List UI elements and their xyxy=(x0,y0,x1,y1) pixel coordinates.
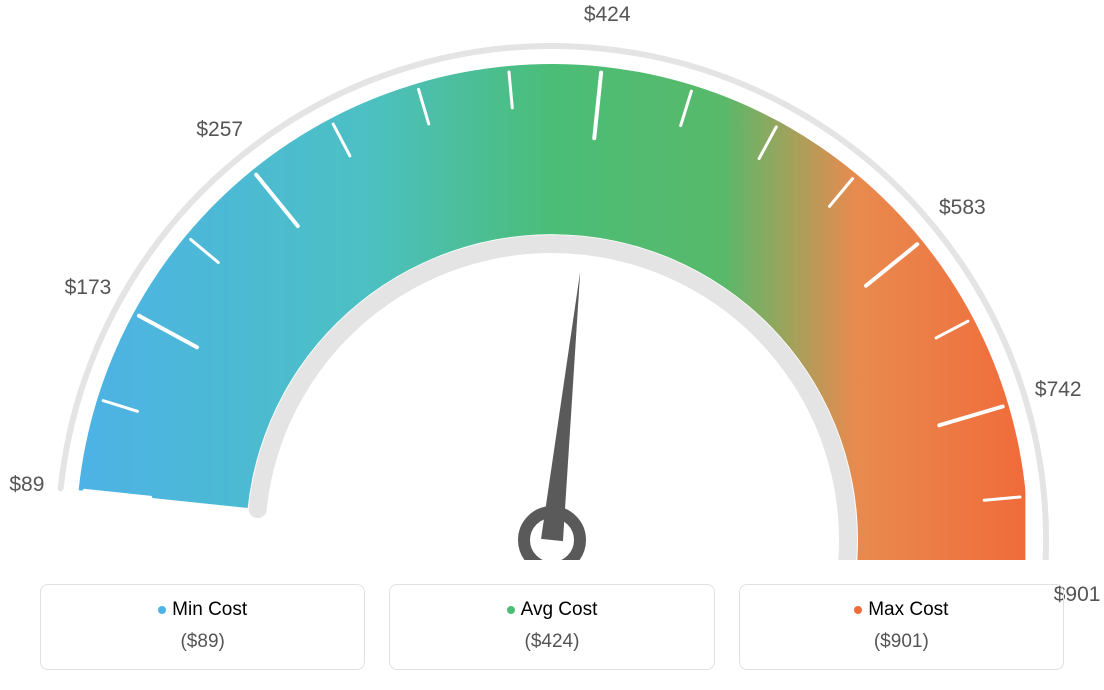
gauge-tick-label: $742 xyxy=(1035,378,1082,402)
dot-icon xyxy=(158,606,166,614)
legend-card-min: Min Cost ($89) xyxy=(40,584,365,670)
dot-icon xyxy=(507,606,515,614)
gauge-tick-label: $257 xyxy=(196,118,243,142)
gauge-tick-label: $89 xyxy=(9,473,44,497)
legend-max-title: Max Cost xyxy=(750,599,1053,621)
cost-gauge-container: $89$173$257$424$583$742$901 Min Cost ($8… xyxy=(0,0,1104,690)
legend-min-value: ($89) xyxy=(51,631,354,653)
legend-card-max: Max Cost ($901) xyxy=(739,584,1064,670)
legend-row: Min Cost ($89) Avg Cost ($424) Max Cost … xyxy=(40,584,1064,670)
legend-min-label: Min Cost xyxy=(172,599,247,620)
legend-avg-value: ($424) xyxy=(400,631,703,653)
gauge-tick-label: $173 xyxy=(65,276,112,300)
legend-card-avg: Avg Cost ($424) xyxy=(389,584,714,670)
legend-max-value: ($901) xyxy=(750,631,1053,653)
gauge-tick-label: $583 xyxy=(939,196,986,220)
legend-min-title: Min Cost xyxy=(51,599,354,621)
legend-avg-label: Avg Cost xyxy=(521,599,598,620)
legend-max-label: Max Cost xyxy=(868,599,948,620)
gauge-tick-label: $424 xyxy=(584,3,631,27)
legend-avg-title: Avg Cost xyxy=(400,599,703,621)
dot-icon xyxy=(854,606,862,614)
gauge-chart: $89$173$257$424$583$742$901 xyxy=(0,0,1104,560)
